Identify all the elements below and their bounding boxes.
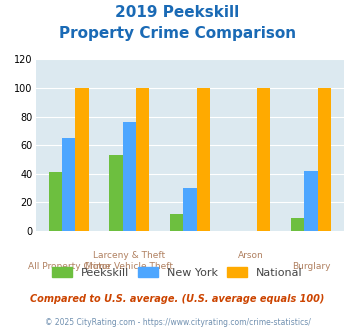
Text: Arson: Arson <box>237 251 263 260</box>
Text: 2019 Peekskill: 2019 Peekskill <box>115 5 240 20</box>
Bar <box>76 88 89 231</box>
Text: © 2025 CityRating.com - https://www.cityrating.com/crime-statistics/: © 2025 CityRating.com - https://www.city… <box>45 318 310 327</box>
Bar <box>291 218 304 231</box>
Bar <box>318 88 331 231</box>
Bar <box>197 88 210 231</box>
Text: Larceny & Theft: Larceny & Theft <box>93 251 165 260</box>
Text: Compared to U.S. average. (U.S. average equals 100): Compared to U.S. average. (U.S. average … <box>30 294 325 304</box>
Bar <box>123 122 136 231</box>
Bar <box>304 171 318 231</box>
Bar <box>62 138 76 231</box>
Bar <box>136 88 149 231</box>
Bar <box>49 172 62 231</box>
Text: Motor Vehicle Theft: Motor Vehicle Theft <box>85 262 173 272</box>
Bar <box>170 214 183 231</box>
Bar <box>109 155 123 231</box>
Legend: Peekskill, New York, National: Peekskill, New York, National <box>48 263 307 282</box>
Bar <box>183 188 197 231</box>
Bar <box>257 88 271 231</box>
Text: Burglary: Burglary <box>292 262 330 272</box>
Text: All Property Crime: All Property Crime <box>28 262 110 272</box>
Text: Property Crime Comparison: Property Crime Comparison <box>59 26 296 41</box>
